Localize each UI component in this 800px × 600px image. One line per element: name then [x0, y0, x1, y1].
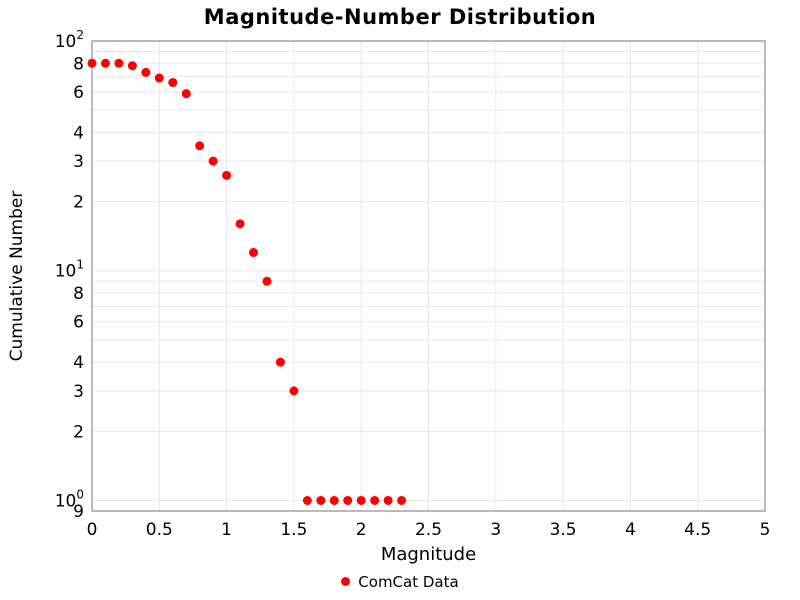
y-tick-label: 8 — [73, 284, 84, 304]
legend: ComCat Data — [0, 572, 800, 591]
chart-title: Magnitude-Number Distribution — [203, 5, 597, 29]
data-point — [222, 170, 232, 180]
data-point — [195, 141, 205, 151]
y-tick-label: 4 — [73, 123, 84, 143]
data-point — [397, 495, 407, 505]
data-point — [383, 495, 393, 505]
x-tick-label: 2.5 — [415, 520, 442, 540]
y-tick-label: 4 — [73, 353, 84, 373]
x-tick-label: 1 — [221, 520, 232, 540]
x-tick-label: 5 — [760, 520, 771, 540]
x-tick-label: 0 — [87, 520, 98, 540]
x-tick-label: 3.5 — [550, 520, 577, 540]
legend-item-comcat[interactable]: ComCat Data — [341, 572, 459, 591]
x-axis-title: Magnitude — [380, 544, 477, 565]
x-tick-label: 3 — [490, 520, 501, 540]
data-point — [262, 276, 272, 286]
y-tick-label: 8 — [73, 54, 84, 74]
data-point — [329, 495, 339, 505]
data-point — [302, 495, 312, 505]
data-point — [249, 248, 259, 258]
data-point — [127, 61, 137, 71]
y-tick-label: 3 — [73, 382, 84, 402]
x-tick-label: 1.5 — [280, 520, 307, 540]
data-point — [316, 495, 326, 505]
x-tick-label: 4 — [625, 520, 636, 540]
data-point — [235, 219, 245, 229]
y-tick-label: 6 — [73, 83, 84, 103]
y-tick-label: 3 — [73, 152, 84, 172]
data-point — [87, 58, 97, 68]
y-tick-label: 2 — [73, 422, 84, 442]
y-tick-label: 101 — [55, 258, 84, 282]
data-point — [154, 73, 164, 83]
y-tick-label: 6 — [73, 313, 84, 333]
data-point — [356, 495, 366, 505]
data-point — [141, 67, 151, 77]
data-point — [275, 357, 285, 367]
y-tick-label: 9 — [73, 502, 84, 522]
data-point — [168, 77, 178, 87]
y-tick-label: 2 — [73, 193, 84, 213]
data-point — [100, 58, 110, 68]
x-tick-label: 0.5 — [146, 520, 173, 540]
x-tick-label: 2 — [356, 520, 367, 540]
data-point — [114, 58, 124, 68]
legend-marker-icon — [341, 577, 351, 586]
data-point — [289, 386, 299, 396]
data-point — [370, 495, 380, 505]
plot-frame — [91, 40, 766, 512]
data-point — [343, 495, 353, 505]
y-tick-label: 100 — [55, 487, 84, 511]
legend-label: ComCat Data — [358, 572, 459, 591]
y-axis-title: Cumulative Number — [7, 190, 27, 362]
y-tick-label: 102 — [55, 28, 84, 52]
data-point — [181, 89, 191, 99]
data-point — [208, 156, 218, 166]
x-tick-label: 4.5 — [684, 520, 711, 540]
